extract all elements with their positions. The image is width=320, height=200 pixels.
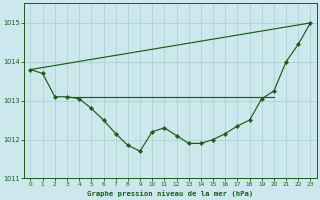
X-axis label: Graphe pression niveau de la mer (hPa): Graphe pression niveau de la mer (hPa) xyxy=(87,190,253,197)
